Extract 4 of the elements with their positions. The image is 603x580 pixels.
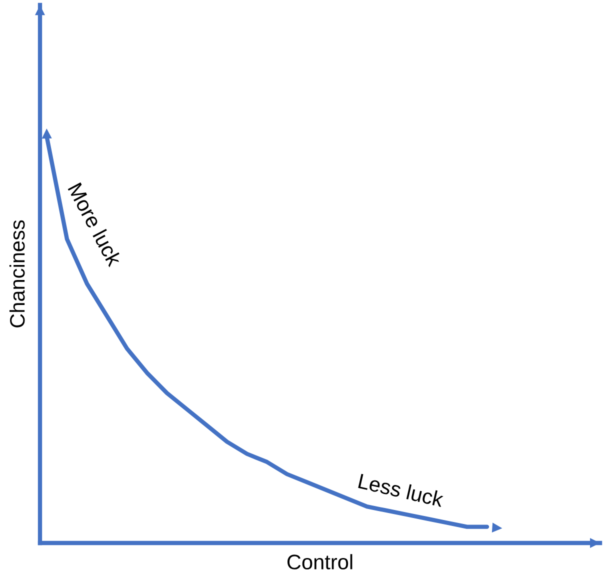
y-axis-title: Chanciness — [9, 220, 25, 328]
annotation: Less luck — [358, 473, 445, 508]
x-axis-title: Control — [287, 554, 352, 570]
annotation: More luck — [68, 182, 123, 268]
